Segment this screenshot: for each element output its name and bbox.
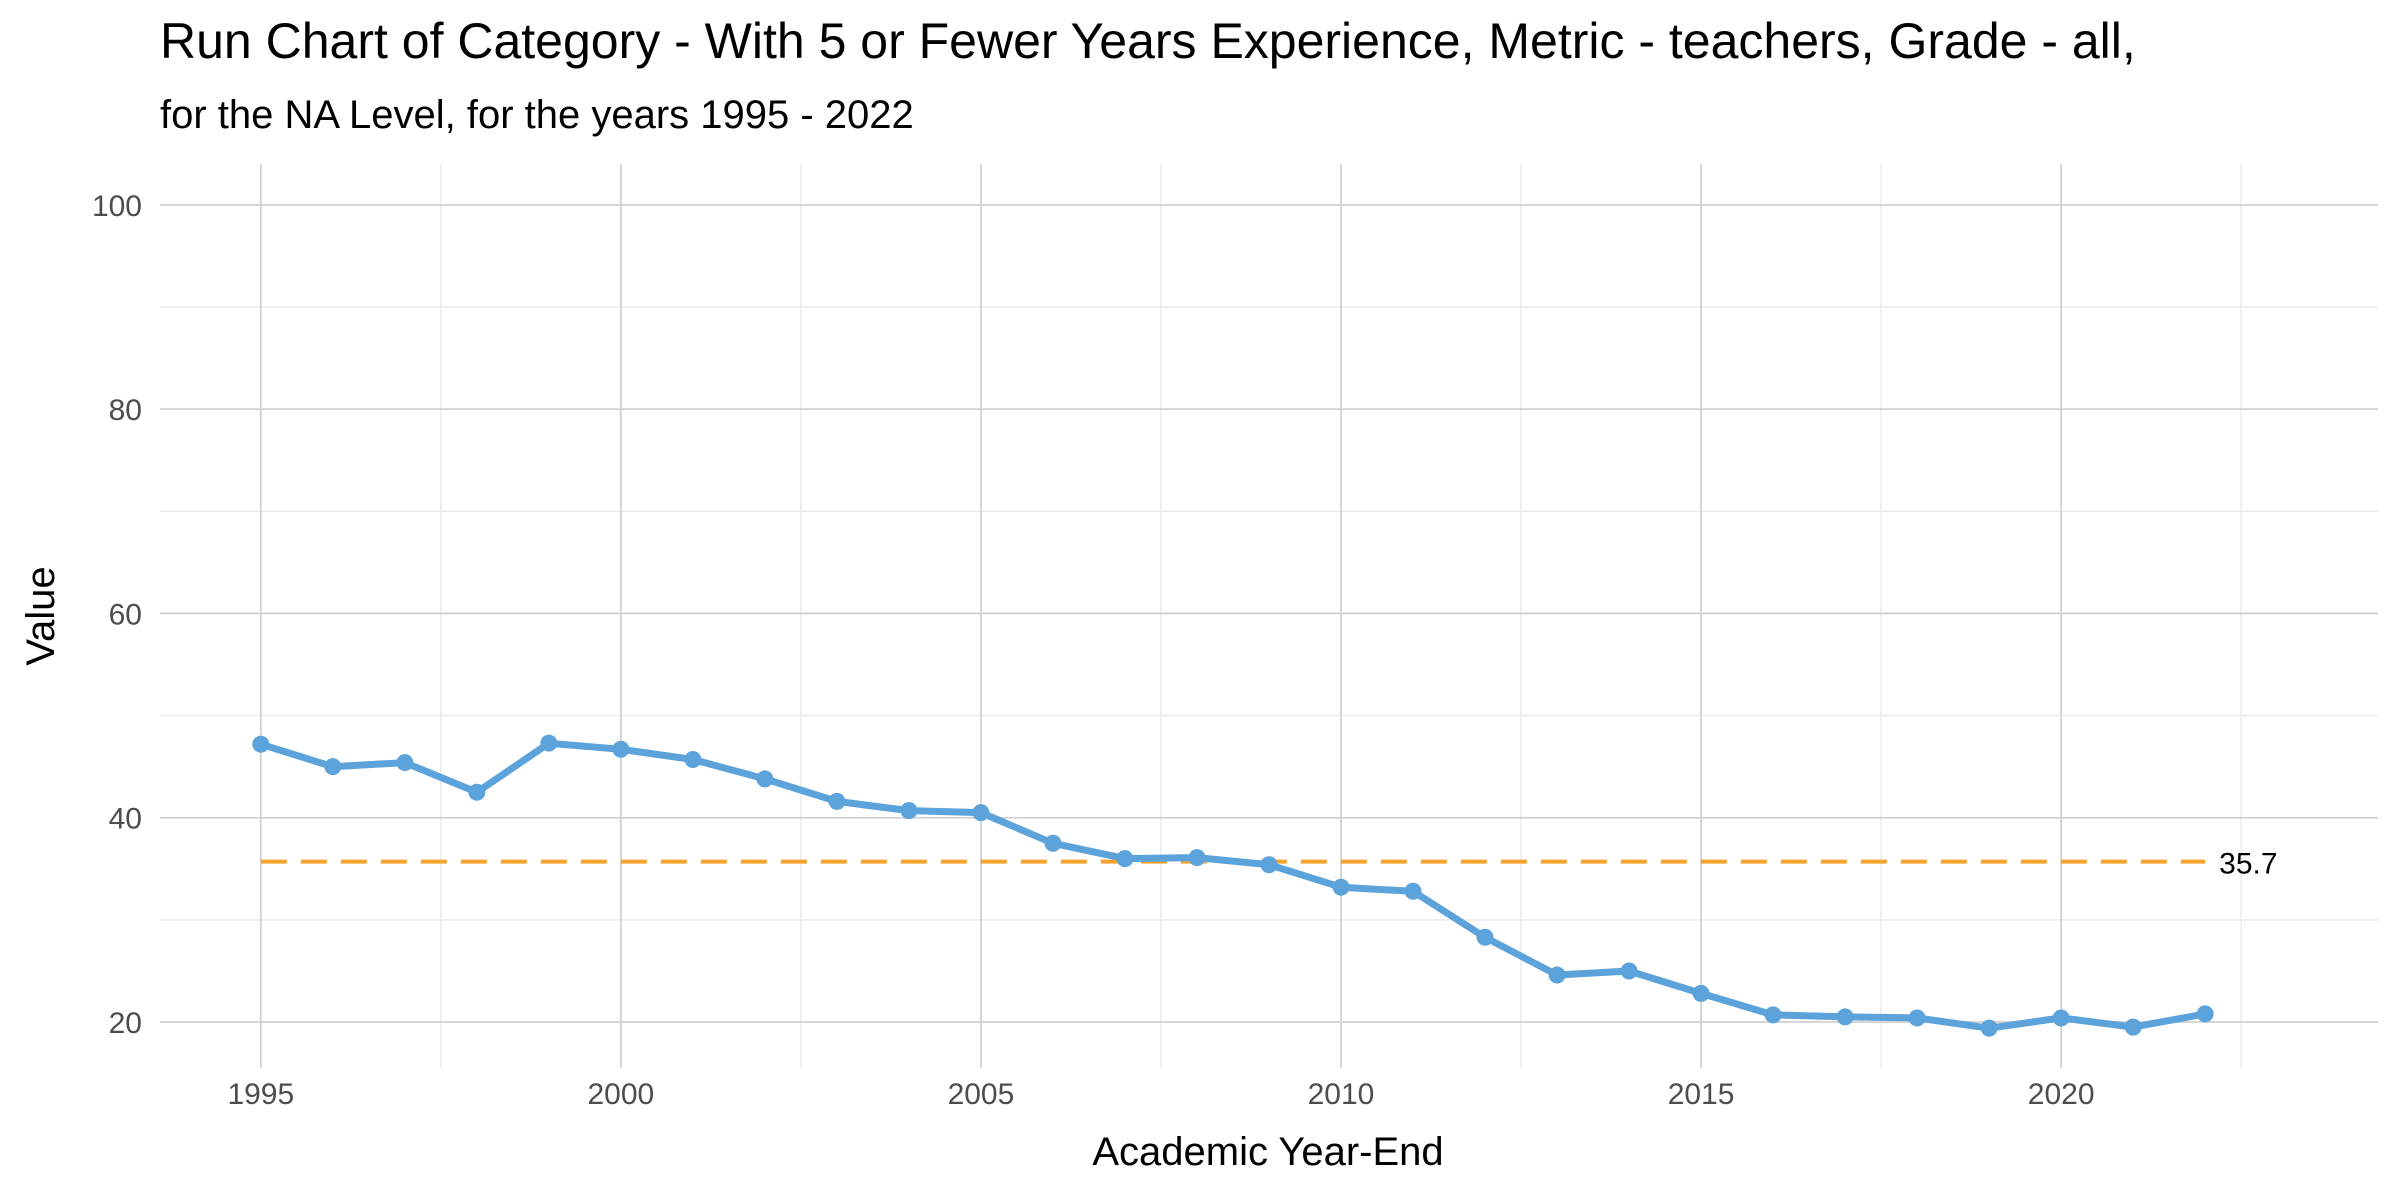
data-point (828, 792, 846, 810)
data-point (324, 758, 342, 776)
data-point (1116, 850, 1134, 868)
series-group (252, 734, 2214, 1037)
chart-subtitle: for the NA Level, for the years 1995 - 2… (160, 93, 914, 137)
data-point (1404, 882, 1422, 900)
x-tick-label: 2015 (1668, 1078, 1735, 1111)
data-point (1908, 1009, 1926, 1027)
reference-line-label: 35.7 (2219, 848, 2277, 881)
data-point (1692, 984, 1710, 1002)
chart-title: Run Chart of Category - With 5 or Fewer … (160, 13, 2136, 69)
major-gridlines (160, 164, 2378, 1068)
data-point (684, 751, 702, 769)
y-axis-ticks: 20 40 60 80 100 (92, 190, 142, 1040)
data-point (1188, 849, 1206, 867)
data-point (2052, 1009, 2070, 1027)
data-point (540, 734, 558, 752)
data-point (396, 754, 414, 772)
y-tick-label: 80 (109, 394, 142, 427)
data-point (1620, 962, 1638, 980)
data-point (612, 740, 630, 758)
data-point (2196, 1005, 2214, 1023)
y-axis-title: Value (19, 566, 63, 665)
data-point (1980, 1019, 1998, 1037)
x-axis-title: Academic Year-End (1092, 1130, 1443, 1174)
data-point (468, 783, 486, 801)
x-tick-label: 2005 (948, 1078, 1015, 1111)
data-point (1548, 966, 1566, 984)
data-point (2124, 1018, 2142, 1036)
x-axis-ticks: 1995 2000 2005 2010 2015 2020 (227, 1078, 2094, 1111)
data-point (1476, 928, 1494, 946)
data-point (900, 802, 918, 820)
data-point (1260, 856, 1278, 874)
x-tick-label: 2000 (588, 1078, 655, 1111)
data-point (756, 770, 774, 788)
data-point (1764, 1006, 1782, 1024)
x-tick-label: 2010 (1308, 1078, 1375, 1111)
x-tick-label: 2020 (2028, 1078, 2095, 1111)
x-tick-label: 1995 (227, 1078, 294, 1111)
data-point (972, 804, 990, 822)
data-point (1836, 1008, 1854, 1026)
y-tick-label: 100 (92, 190, 142, 223)
minor-gridlines (160, 164, 2378, 1068)
data-point (1044, 834, 1062, 852)
y-tick-label: 20 (109, 1007, 142, 1040)
series-line (257, 739, 2209, 1032)
y-tick-label: 40 (109, 803, 142, 836)
data-point (1332, 878, 1350, 896)
data-point (252, 735, 270, 753)
y-tick-label: 60 (109, 598, 142, 631)
